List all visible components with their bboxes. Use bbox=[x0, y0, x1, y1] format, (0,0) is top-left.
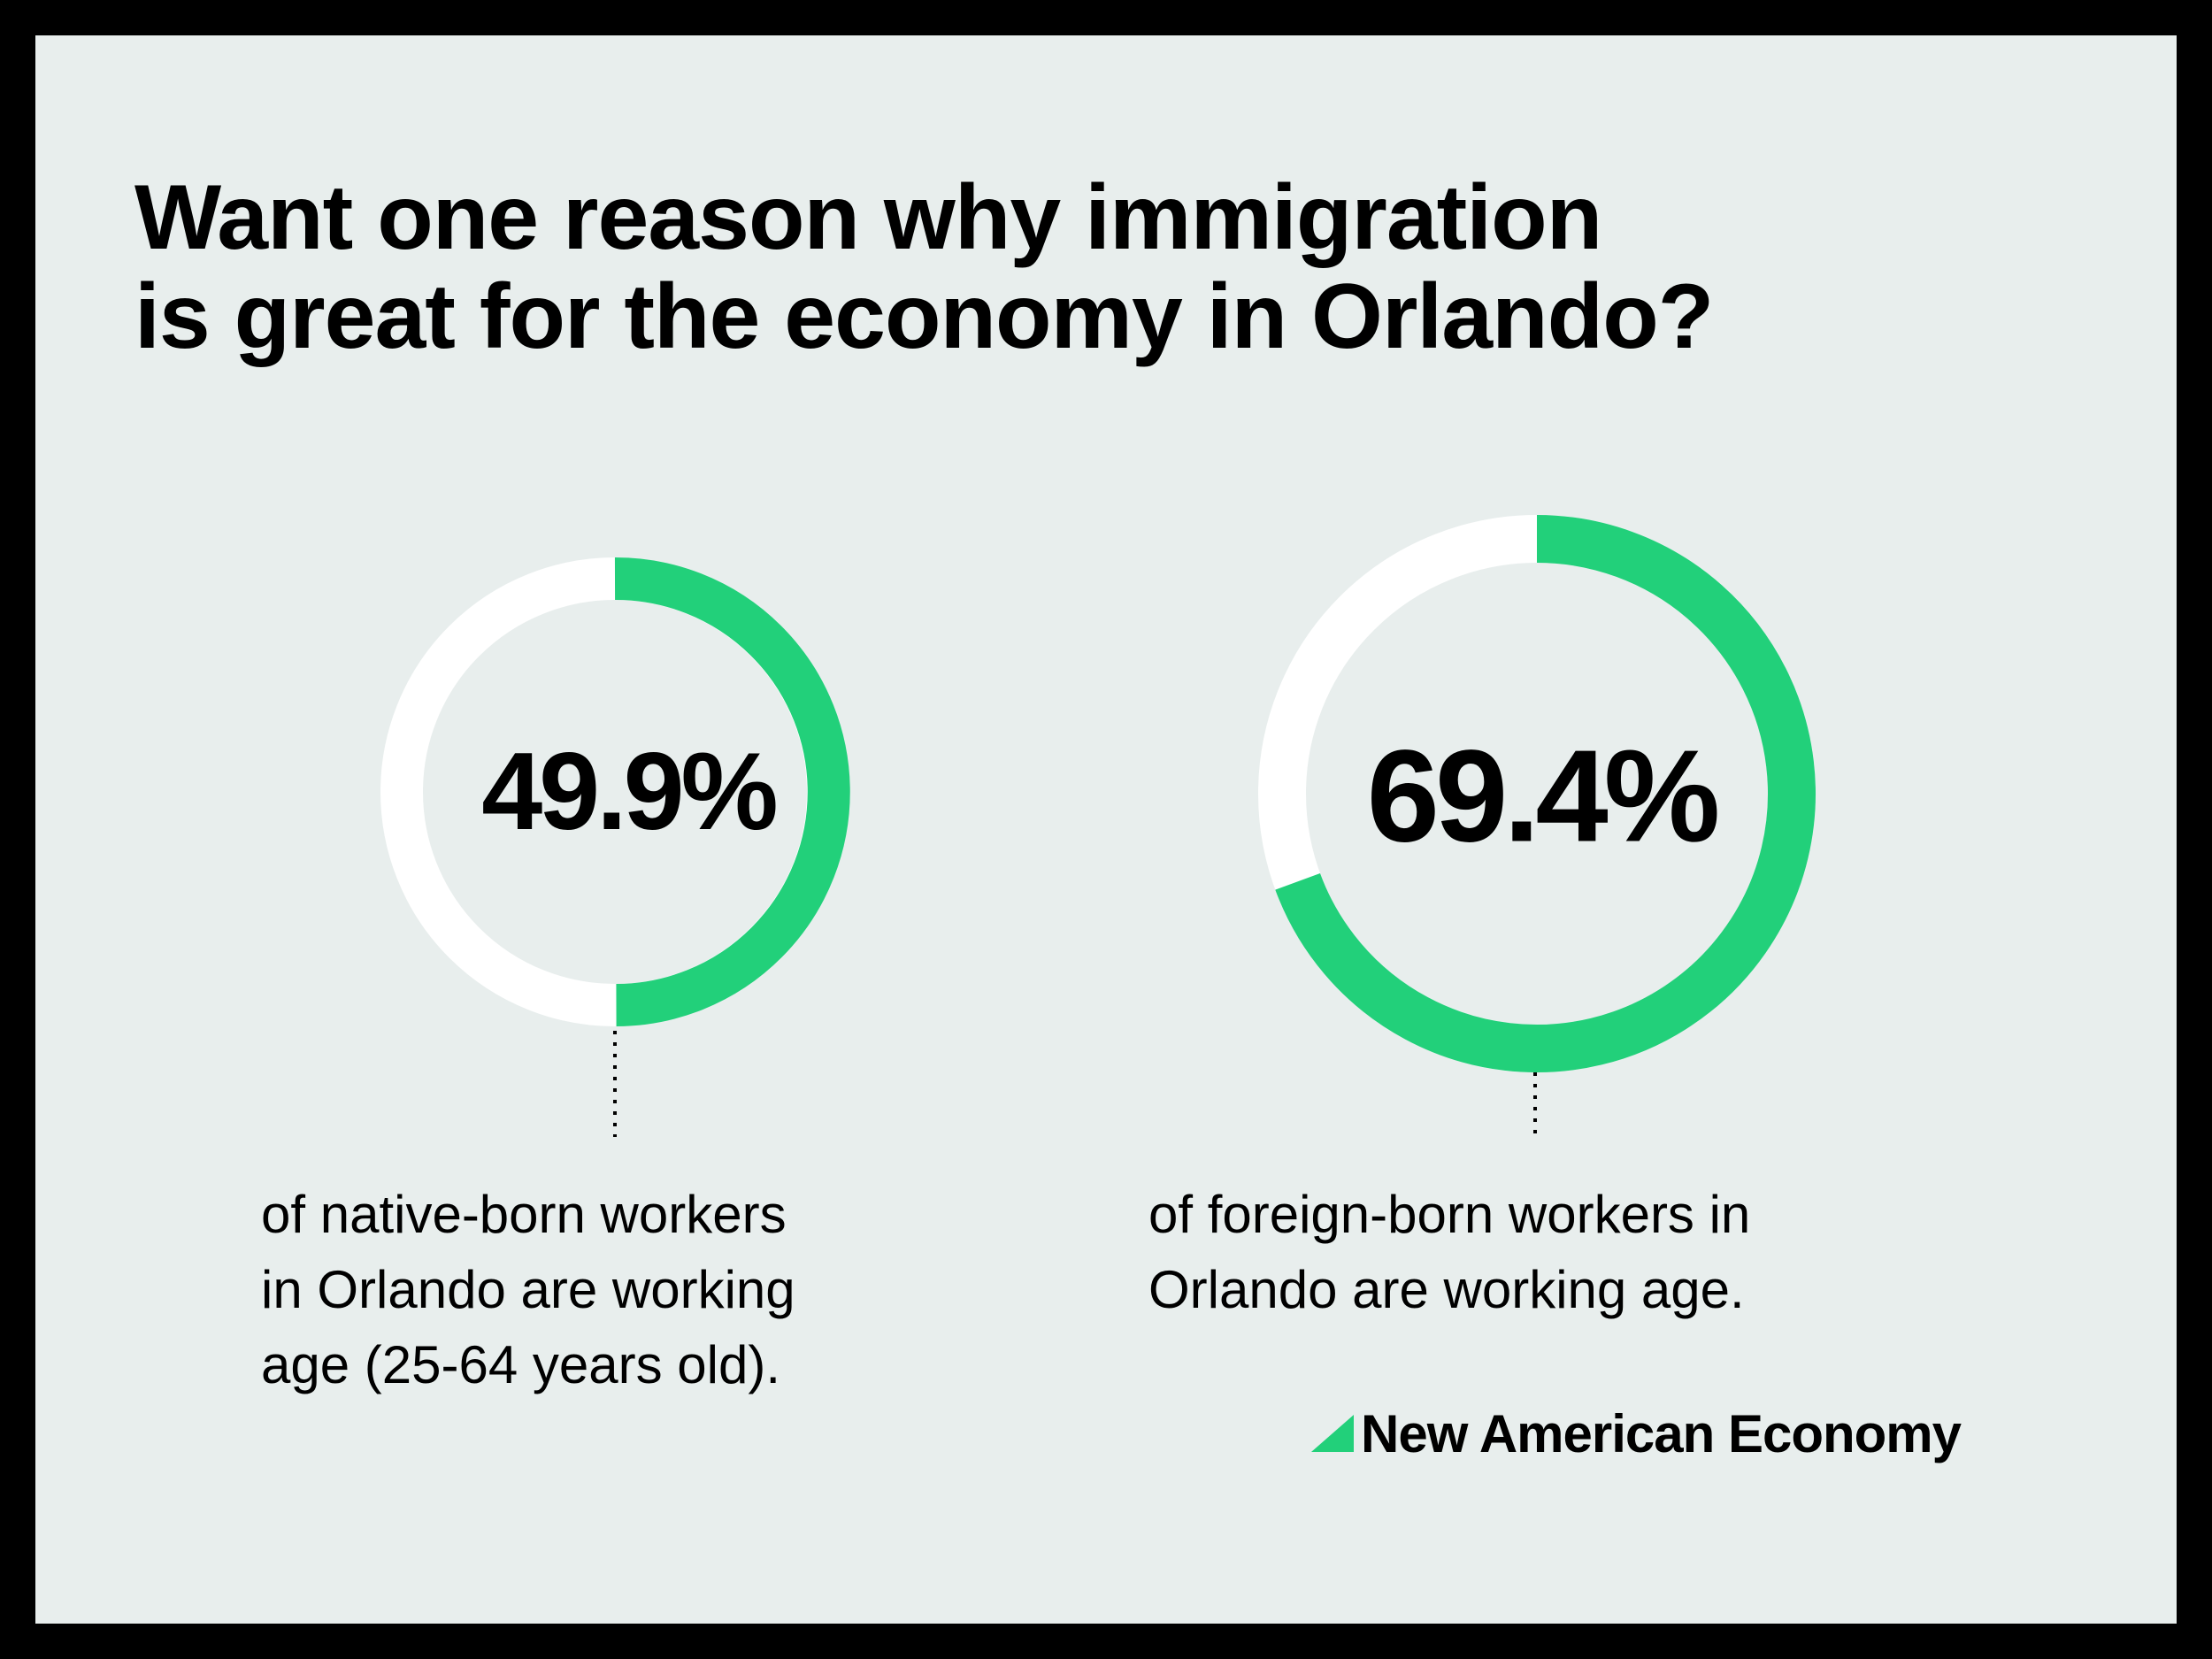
brand-logo: New American Economy bbox=[1308, 1398, 1962, 1469]
brand-name: New American Economy bbox=[1361, 1403, 1962, 1463]
headline-line-1: Want one reason why immigration bbox=[134, 166, 1602, 269]
foreign-born-donut-value-arc bbox=[1275, 515, 1816, 1072]
foreign-born-caption: of foreign-born workers in Orlando are w… bbox=[1148, 1177, 1750, 1327]
native-born-percentage: 49.9% bbox=[481, 731, 775, 853]
foreign-born-donut-chart: 69.4% bbox=[1258, 515, 1816, 1139]
native-born-donut-chart: 49.9% bbox=[380, 557, 850, 1137]
headline: Want one reason why immigration is great… bbox=[134, 168, 2081, 367]
foreign-born-caption-line-1: of foreign-born workers in bbox=[1148, 1185, 1751, 1244]
foreign-born-caption-line-2: Orlando are working age. bbox=[1148, 1260, 1745, 1319]
native-born-caption-line-3: age (25-64 years old). bbox=[261, 1335, 780, 1394]
native-born-donut-value-arc bbox=[614, 557, 850, 1026]
native-born-caption: of native-born workers in Orlando are wo… bbox=[261, 1177, 795, 1402]
brand-triangle-icon bbox=[1311, 1415, 1354, 1452]
native-born-caption-line-2: in Orlando are working bbox=[261, 1260, 795, 1319]
headline-line-2: is great for the economy in Orlando? bbox=[134, 265, 1714, 369]
foreign-born-percentage: 69.4% bbox=[1367, 724, 1717, 870]
native-born-caption-line-1: of native-born workers bbox=[261, 1185, 787, 1244]
